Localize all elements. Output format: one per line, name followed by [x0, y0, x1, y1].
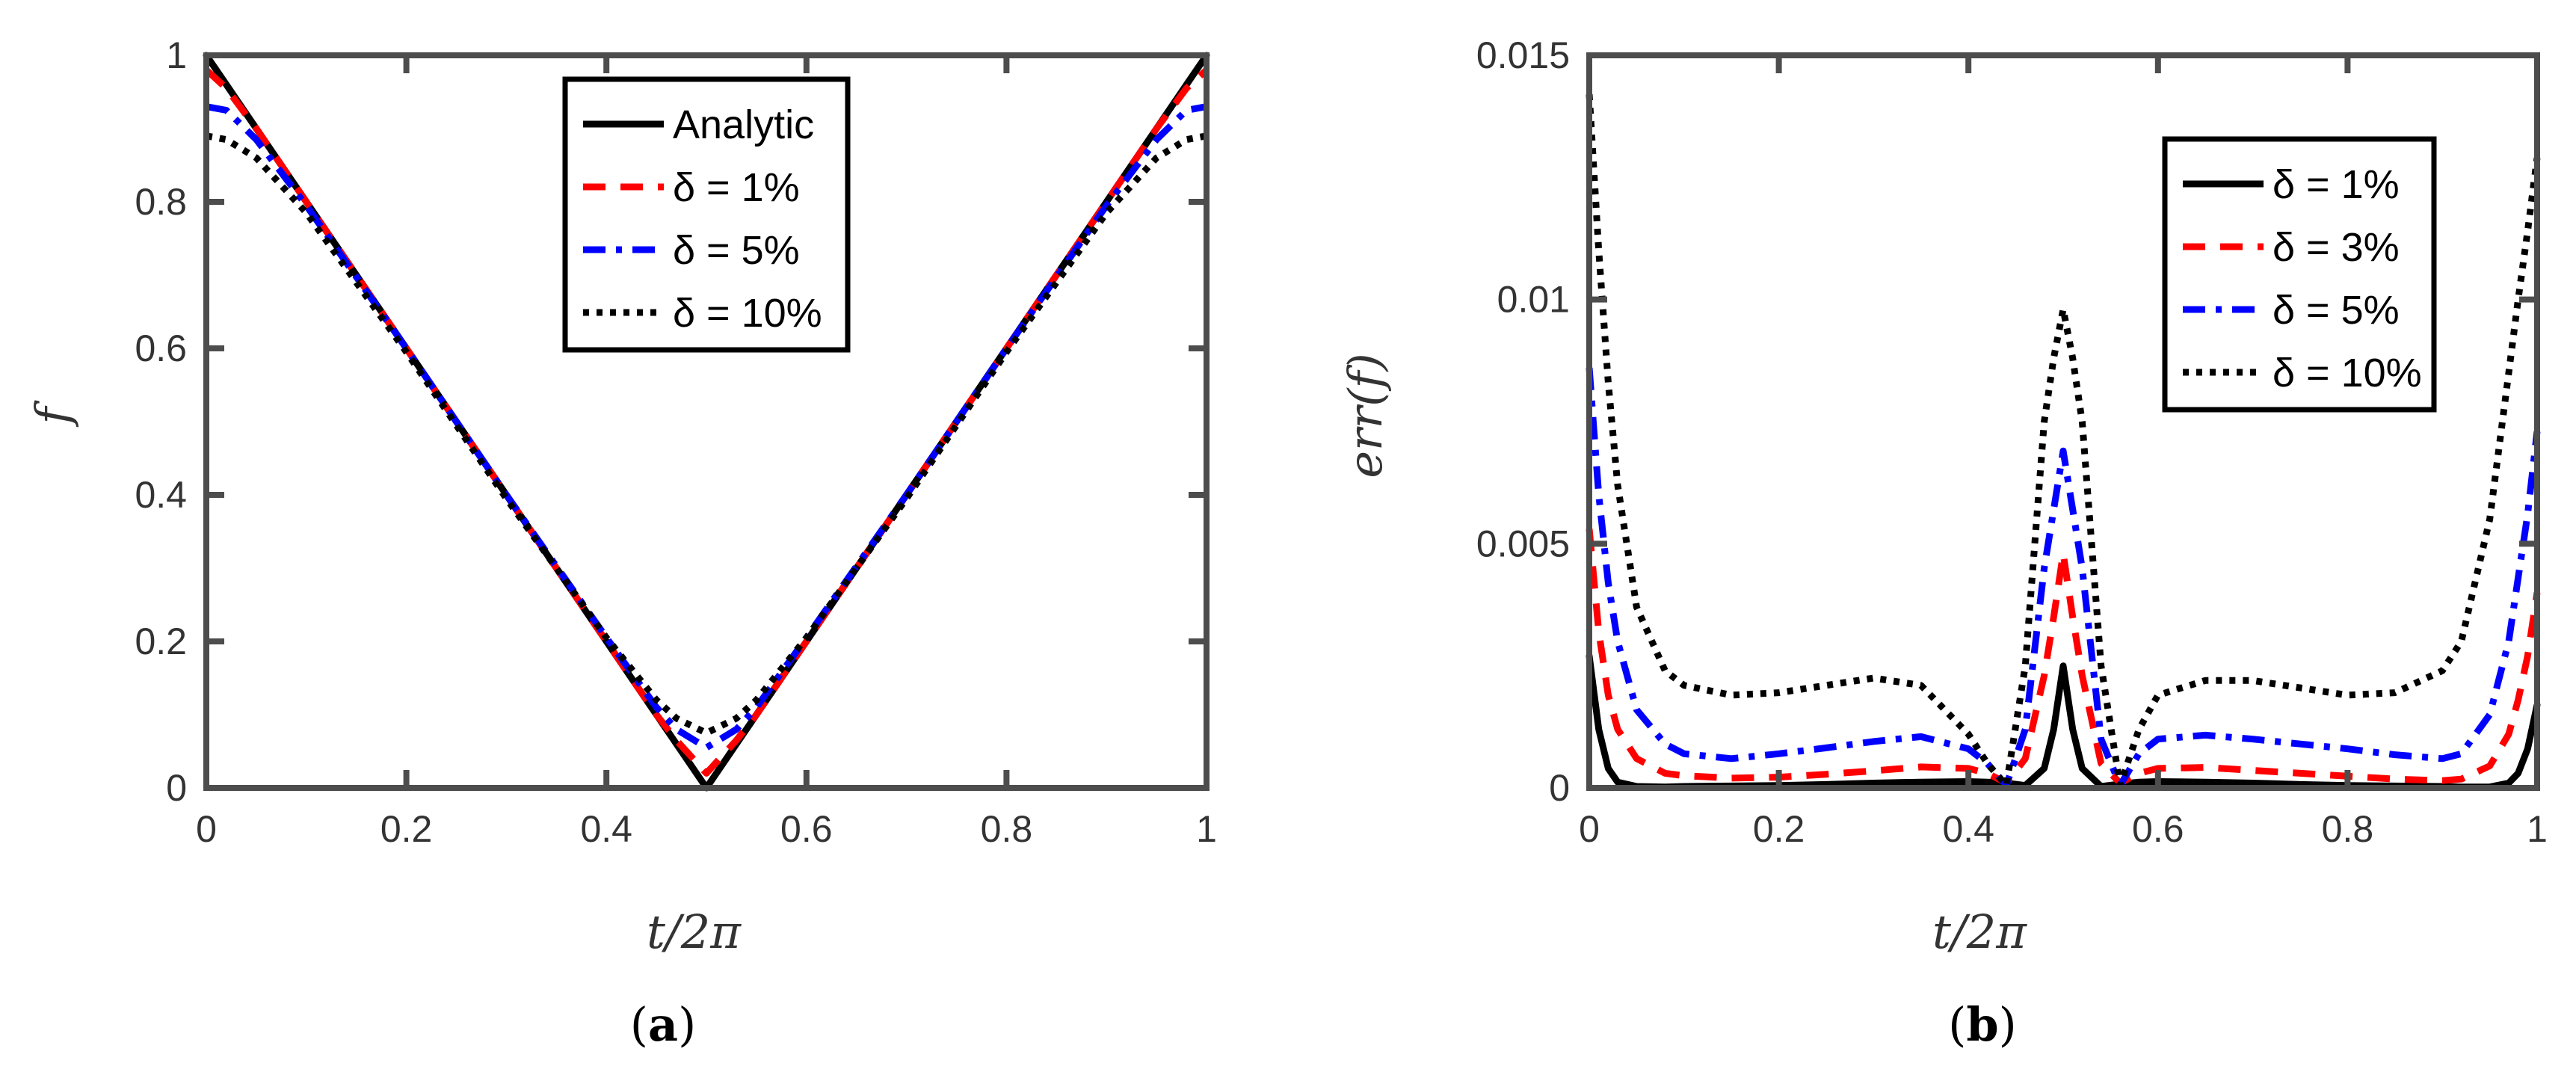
- y-tick-label-b-3: 0.015: [1476, 34, 1570, 76]
- y-tick-label-a-5: 1: [166, 34, 187, 76]
- caption-b-open: (: [1948, 997, 1966, 1052]
- caption-b-close: ): [1999, 997, 2017, 1052]
- x-tick-label-a-0: 0: [196, 808, 217, 850]
- x-tick-label-b-0: 0: [1579, 808, 1600, 850]
- series-line-b-3: [1586, 94, 2541, 789]
- y-tick-label-a-3: 0.6: [135, 327, 187, 369]
- x-tick-label-a-1: 0.2: [380, 808, 433, 850]
- axes-frame-b: [1586, 52, 2540, 791]
- y-tick-label-b-2: 0.01: [1497, 279, 1570, 321]
- series-line-b-0: [1586, 653, 2541, 791]
- y-axis-title-a: f: [25, 399, 80, 427]
- x-tick-label-b-2: 0.4: [1942, 808, 1994, 850]
- legend-a: Analytic δ = 1% δ = 5% δ = 10%: [562, 76, 851, 353]
- y-tick-label-a-1: 0.2: [135, 620, 187, 662]
- series-line-a-2: [206, 103, 1207, 751]
- tick-labels-b: 0 0.2 0.4 0.6 0.8 1 0 0.005 0.01 0.015: [1476, 34, 2548, 850]
- y-tick-label-a-2: 0.4: [135, 474, 187, 516]
- y-axis-title-b: err(f): [1338, 353, 1393, 478]
- x-tick-label-a-3: 0.6: [780, 808, 833, 850]
- x-tick-label-b-5: 1: [2527, 808, 2548, 850]
- x-axis-title-b: t/2π: [1932, 905, 2027, 959]
- series-line-a-1: [203, 67, 1210, 777]
- axes-box-b: [1586, 52, 2540, 791]
- caption-b: (b): [1948, 997, 2017, 1052]
- legend-label-a-2: δ = 5%: [673, 228, 800, 273]
- legend-label-a-1: δ = 1%: [673, 165, 800, 210]
- y-tick-label-a-4: 0.8: [135, 181, 187, 223]
- caption-a-letter: a: [648, 997, 678, 1052]
- legend-label-b-0: δ = 1%: [2273, 162, 2400, 207]
- x-tick-label-a-2: 0.4: [580, 808, 632, 850]
- series-line-b-2: [1586, 367, 2541, 789]
- x-tick-label-a-4: 0.8: [981, 808, 1033, 850]
- y-tick-label-a-0: 0: [166, 767, 187, 809]
- x-tick-label-b-1: 0.2: [1753, 808, 1805, 850]
- legend-label-b-1: δ = 3%: [2273, 225, 2400, 270]
- tick-labels-a: 0 0.2 0.4 0.6 0.8 1 0 0.2 0.4 0.6 0.8 1: [135, 34, 1216, 850]
- legend-label-b-3: δ = 10%: [2273, 351, 2422, 395]
- caption-b-letter: b: [1966, 997, 1998, 1052]
- y-tick-label-b-0: 0: [1549, 767, 1570, 809]
- caption-a: (a): [630, 997, 697, 1052]
- x-tick-label-a-5: 1: [1196, 808, 1217, 850]
- x-tick-label-b-4: 0.8: [2322, 808, 2374, 850]
- chart-panel-b: 0 0.2 0.4 0.6 0.8 1 0 0.005 0.01 0.015 t/2π err(f…: [1338, 34, 2548, 959]
- axes-box-a: [203, 52, 1210, 791]
- axes-frame-a: [203, 52, 1210, 791]
- legend-label-a-3: δ = 10%: [673, 291, 822, 336]
- legend-label-b-2: δ = 5%: [2273, 288, 2400, 333]
- caption-a-close: ): [678, 997, 696, 1052]
- chart-panel-a: 0 0.2 0.4 0.6 0.8 1 0 0.2 0.4 0.6 0.8 1 t/2π f Anal…: [25, 34, 1217, 959]
- legend-label-a-0: Analytic: [673, 102, 814, 147]
- y-tick-label-b-1: 0.005: [1476, 523, 1570, 564]
- caption-a-open: (: [630, 997, 648, 1052]
- x-axis-title-a: t/2π: [647, 905, 742, 959]
- series-line-b-1: [1586, 529, 2541, 786]
- x-tick-label-b-3: 0.6: [2132, 808, 2184, 850]
- legend-b: δ = 1% δ = 3% δ = 5% δ = 10%: [2162, 136, 2437, 413]
